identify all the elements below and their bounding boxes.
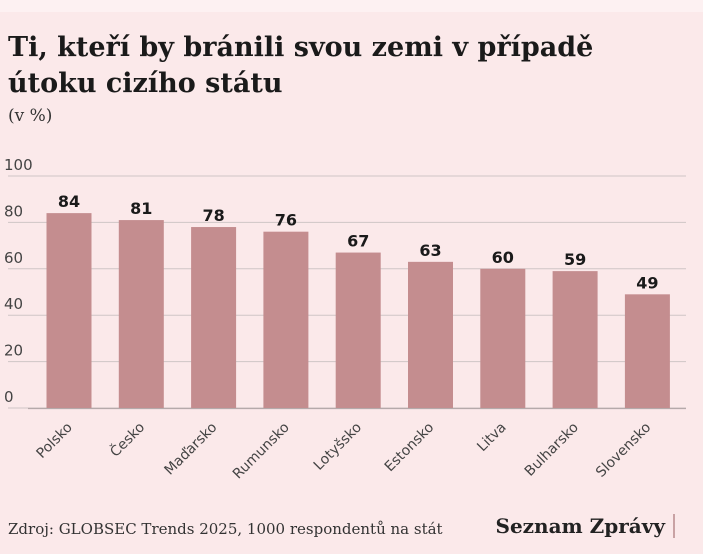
x-tick-label-1: Česko xyxy=(106,418,148,460)
x-tick-label-2: Maďarsko xyxy=(161,420,220,479)
brand-logo: Seznam Zprávy xyxy=(496,514,675,538)
y-tick-label: 0 xyxy=(4,388,14,406)
data-label-1: 81 xyxy=(130,199,152,218)
bar-2 xyxy=(191,227,237,408)
y-tick-label: 100 xyxy=(4,156,33,174)
source-note: Zdroj: GLOBSEC Trends 2025, 1000 respond… xyxy=(8,520,443,538)
x-tick-layer: Polsko Česko Maďarsko Rumunsko Lotyšsko Eston… xyxy=(33,418,654,482)
x-tick-label-6: Litva xyxy=(474,420,509,455)
x-tick-label-3: Rumunsko xyxy=(230,420,293,483)
label-layer: 84 81 78 76 67 63 60 59 49 xyxy=(58,192,659,292)
x-tick-label-5: Estonsko xyxy=(382,420,438,476)
y-tick-label: 80 xyxy=(4,202,23,220)
bar-1 xyxy=(118,220,164,408)
data-label-2: 78 xyxy=(202,206,224,225)
top-band xyxy=(0,0,703,12)
y-tick-label: 40 xyxy=(4,295,23,313)
data-label-3: 76 xyxy=(275,211,297,230)
x-tick-label-7: Bulharsko xyxy=(522,420,582,480)
data-label-6: 60 xyxy=(492,248,514,267)
y-tick-label: 60 xyxy=(4,249,23,267)
bar-3 xyxy=(263,231,309,408)
bar-0 xyxy=(46,213,92,408)
x-tick-label-8: Slovensko xyxy=(593,420,654,481)
chart-unit-label: (v %) xyxy=(8,106,53,126)
bar-chart: 0 20 40 60 80 100 84 81 78 76 67 63 60 59 49 Polsko Če… xyxy=(4,156,686,482)
x-tick-label-4: Lotyšsko xyxy=(311,420,365,474)
data-label-0: 84 xyxy=(58,192,80,211)
data-label-4: 67 xyxy=(347,232,369,251)
x-tick-label-0: Polsko xyxy=(33,420,75,462)
chart-title: Ti, kteří by bránili svou zemi v případě… xyxy=(8,32,594,99)
bar-5 xyxy=(408,261,453,408)
bar-7 xyxy=(552,271,598,408)
bar-4 xyxy=(335,252,381,408)
bar-8 xyxy=(624,294,670,408)
data-label-8: 49 xyxy=(636,273,658,292)
bar-6 xyxy=(480,268,526,408)
data-label-5: 63 xyxy=(419,241,441,260)
data-label-7: 59 xyxy=(564,250,586,269)
y-tick-label: 20 xyxy=(4,342,23,360)
bar-layer xyxy=(46,213,670,408)
